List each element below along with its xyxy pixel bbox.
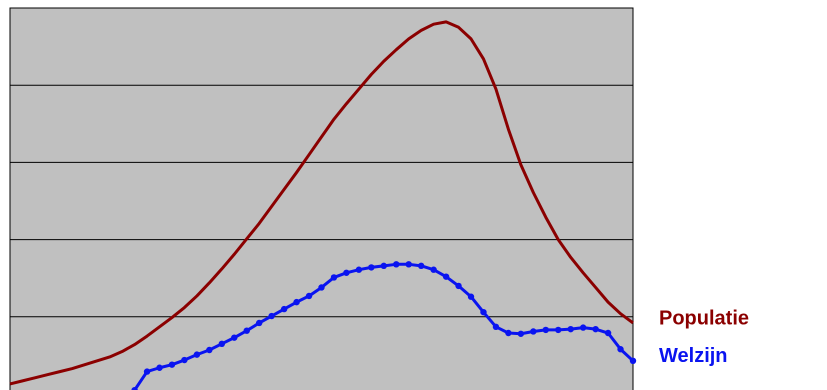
data-point: [480, 308, 487, 316]
data-point: [417, 262, 425, 270]
data-point: [318, 284, 325, 291]
series-line: [9, 20, 634, 386]
legend-label: Populatie: [659, 307, 749, 329]
legend-label: Welzijn: [659, 345, 728, 367]
data-point: [368, 264, 375, 271]
data-point: [168, 361, 176, 368]
data-point: [530, 328, 537, 335]
data-point: [343, 269, 350, 276]
data-point: [604, 329, 612, 337]
data-point: [268, 312, 275, 320]
data-point: [442, 273, 450, 280]
data-point: [193, 351, 201, 358]
data-point: [629, 357, 637, 365]
data-point: [455, 282, 462, 290]
data-point: [617, 346, 624, 353]
data-point: [393, 261, 400, 268]
data-point: [505, 329, 512, 337]
data-point: [156, 364, 163, 371]
data-point: [143, 368, 151, 375]
data-point: [467, 293, 475, 300]
data-point: [567, 325, 574, 333]
data-point: [231, 334, 238, 341]
data-point: [256, 319, 263, 327]
data-point: [330, 274, 338, 281]
data-point: [280, 305, 288, 313]
data-point: [542, 326, 549, 334]
data-point: [517, 330, 525, 337]
data-point: [181, 356, 188, 364]
data-point: [592, 325, 599, 333]
data-point: [243, 327, 250, 334]
plot-area: [9, 7, 634, 390]
data-point: [293, 298, 300, 306]
data-point: [355, 266, 363, 273]
data-point: [305, 292, 313, 300]
data-point: [380, 262, 387, 270]
data-point: [218, 340, 226, 348]
data-point: [131, 386, 138, 390]
data-point: [492, 323, 500, 331]
data-point: [405, 261, 412, 268]
data-point: [579, 324, 587, 331]
data-point: [555, 326, 562, 334]
data-point: [206, 346, 213, 354]
data-point: [430, 266, 437, 273]
